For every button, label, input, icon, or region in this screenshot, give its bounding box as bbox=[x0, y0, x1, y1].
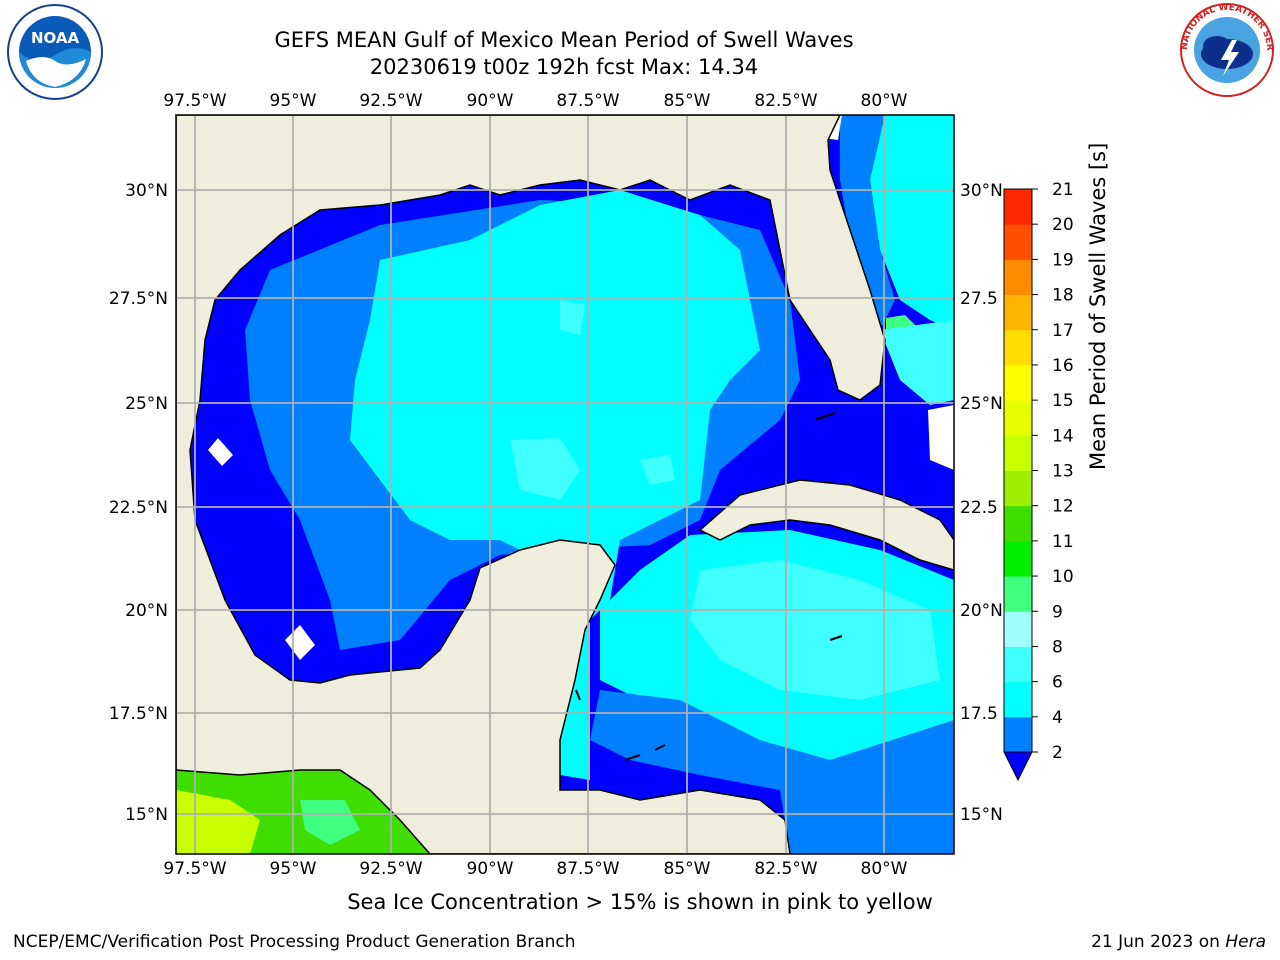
lat-tick-label-right: 25°N bbox=[960, 394, 1003, 414]
swell-patch-light-3 bbox=[560, 300, 585, 335]
sea-ice-zone-pacific-cyan bbox=[300, 800, 360, 845]
lat-ticks-right: 30°N 27.5 25°N 22.5 20°N 17.5 15°N bbox=[960, 181, 1003, 825]
map-frame bbox=[175, 114, 955, 855]
colorbar-tick-label: 13 bbox=[1052, 462, 1074, 482]
lon-tick-label: 82.5°W bbox=[754, 859, 817, 879]
lon-tick-label: 80°W bbox=[861, 91, 908, 111]
land-small-islands bbox=[575, 412, 843, 761]
lat-tick-label-right: 30°N bbox=[960, 181, 1003, 201]
map-area bbox=[176, 115, 954, 854]
lat-tick-label: 30°N bbox=[125, 181, 168, 201]
lat-tick-label-right: 17.5 bbox=[960, 704, 998, 724]
noaa-logo-text: NOAA bbox=[31, 29, 80, 47]
credit-host: Hera bbox=[1225, 932, 1266, 952]
nws-logo-icon: NATIONAL WEATHER SERVICE bbox=[1177, 2, 1274, 97]
colorbar-tick-label: 15 bbox=[1052, 391, 1074, 411]
lon-ticks-bottom: 97.5°W 95°W 92.5°W 90°W 87.5°W 85°W 82.5°W 80°W bbox=[163, 859, 907, 879]
nodata-patch-3 bbox=[928, 405, 954, 470]
swell-band-caribbean-light bbox=[690, 560, 940, 700]
lat-tick-label: 17.5°N bbox=[109, 704, 168, 724]
colorbar-tick-label: 12 bbox=[1052, 497, 1074, 517]
colorbar-tick-label: 17 bbox=[1052, 321, 1074, 341]
credit-date: 21 Jun 2023 on Hera bbox=[1091, 932, 1266, 952]
colorbar-tick-label: 6 bbox=[1052, 673, 1063, 693]
noaa-logo-icon: NOAA bbox=[7, 4, 103, 100]
colorbar-bin bbox=[1004, 435, 1032, 471]
colorbar-tick-label: 21 bbox=[1052, 180, 1074, 200]
colorbar-bin bbox=[1004, 540, 1032, 577]
colorbar-tick-label: 14 bbox=[1052, 426, 1074, 446]
colorbar-bin bbox=[1004, 611, 1032, 647]
lon-tick-label: 85°W bbox=[664, 859, 711, 879]
lon-tick-label: 95°W bbox=[270, 859, 317, 879]
lon-tick-label: 90°W bbox=[467, 859, 514, 879]
colorbar-bin bbox=[1004, 716, 1032, 753]
lon-tick-label: 80°W bbox=[861, 859, 908, 879]
lon-tick-label: 87.5°W bbox=[556, 91, 619, 111]
colorbar-tick-label: 11 bbox=[1052, 532, 1074, 552]
nodata-patch-1 bbox=[208, 438, 233, 466]
lat-tick-label-right: 22.5 bbox=[960, 498, 998, 518]
swell-band-atlantic-mid bbox=[840, 115, 895, 330]
colorbar-tick-label: 9 bbox=[1052, 602, 1063, 622]
credit-branch: NCEP/EMC/Verification Post Processing Pr… bbox=[13, 932, 576, 952]
swell-band-caribbean-low bbox=[590, 690, 954, 854]
colorbar-bin bbox=[1004, 681, 1032, 718]
colorbar-bin bbox=[1004, 224, 1032, 260]
colorbar-label: Mean Period of Swell Waves [s] bbox=[1086, 142, 1110, 470]
lon-tick-label: 85°W bbox=[664, 91, 711, 111]
colorbar-tick-label: 4 bbox=[1052, 708, 1063, 728]
colorbar-tick-label: 16 bbox=[1052, 356, 1074, 376]
colorbar-bin bbox=[1004, 364, 1032, 401]
lon-tick-label: 92.5°W bbox=[359, 91, 422, 111]
credit-date-text: 21 Jun 2023 on bbox=[1091, 932, 1226, 952]
sea-ice-note: Sea Ice Concentration > 15% is shown in … bbox=[347, 890, 933, 914]
swell-patch-light-2 bbox=[640, 455, 675, 485]
colorbar-bin bbox=[1004, 294, 1032, 331]
lat-tick-label-right: 27.5 bbox=[960, 289, 998, 309]
chart-subtitle: 20230619 t00z 192h fcst Max: 14.34 bbox=[369, 55, 759, 79]
colorbar-bin bbox=[1004, 259, 1032, 296]
lon-tick-label: 90°W bbox=[467, 91, 514, 111]
swell-band-atlantic bbox=[870, 115, 954, 330]
colorbar-tick-label: 20 bbox=[1052, 215, 1074, 235]
colorbar-tick-label: 8 bbox=[1052, 637, 1063, 657]
lon-tick-label: 92.5°W bbox=[359, 859, 422, 879]
colorbar-bin bbox=[1004, 505, 1032, 542]
swell-patch-light-1 bbox=[510, 438, 580, 500]
lat-tick-label: 20°N bbox=[125, 601, 168, 621]
chart-title: GEFS MEAN Gulf of Mexico Mean Period of … bbox=[274, 28, 854, 52]
lat-tick-label: 22.5°N bbox=[109, 498, 168, 518]
colorbar-bin bbox=[1004, 329, 1032, 366]
colorbar-extend-min bbox=[1003, 751, 1033, 782]
colorbar-tick-label: 19 bbox=[1052, 250, 1074, 270]
colorbar-bin bbox=[1004, 400, 1032, 436]
lat-tick-label: 25°N bbox=[125, 394, 168, 414]
lon-tick-label: 82.5°W bbox=[754, 91, 817, 111]
lon-tick-label: 95°W bbox=[270, 91, 317, 111]
lat-tick-label: 27.5°N bbox=[109, 289, 168, 309]
colorbar-tick-label: 2 bbox=[1052, 743, 1063, 763]
lat-tick-label: 15°N bbox=[125, 805, 168, 825]
lon-ticks-top: 97.5°W 95°W 92.5°W 90°W 87.5°W 85°W 82.5°W 80°W bbox=[163, 91, 907, 111]
colorbar-bin bbox=[1004, 470, 1032, 507]
lon-tick-label: 97.5°W bbox=[163, 859, 226, 879]
colorbar-bin bbox=[1004, 189, 1032, 225]
sea-ice-zone-pacific-yellow bbox=[176, 790, 260, 854]
lon-tick-label: 97.5°W bbox=[163, 91, 226, 111]
colorbar-tick-label: 10 bbox=[1052, 567, 1074, 587]
graticule bbox=[176, 115, 954, 854]
lon-tick-label: 87.5°W bbox=[556, 859, 619, 879]
land-cuba bbox=[698, 479, 954, 571]
swell-band-bahamas-cyan bbox=[880, 320, 954, 405]
lat-ticks-left: 30°N 27.5°N 25°N 22.5°N 20°N 17.5°N 15°N bbox=[109, 181, 168, 825]
colorbar-tick-label: 18 bbox=[1052, 286, 1074, 306]
lat-tick-label-right: 15°N bbox=[960, 805, 1003, 825]
colorbar: 2 4 6 8 9 10 11 12 13 14 15 16 17 18 19 20 21 bbox=[1003, 180, 1074, 782]
lat-tick-label-right: 20°N bbox=[960, 601, 1003, 621]
colorbar-bin bbox=[1004, 646, 1032, 683]
colorbar-bin bbox=[1004, 576, 1032, 612]
